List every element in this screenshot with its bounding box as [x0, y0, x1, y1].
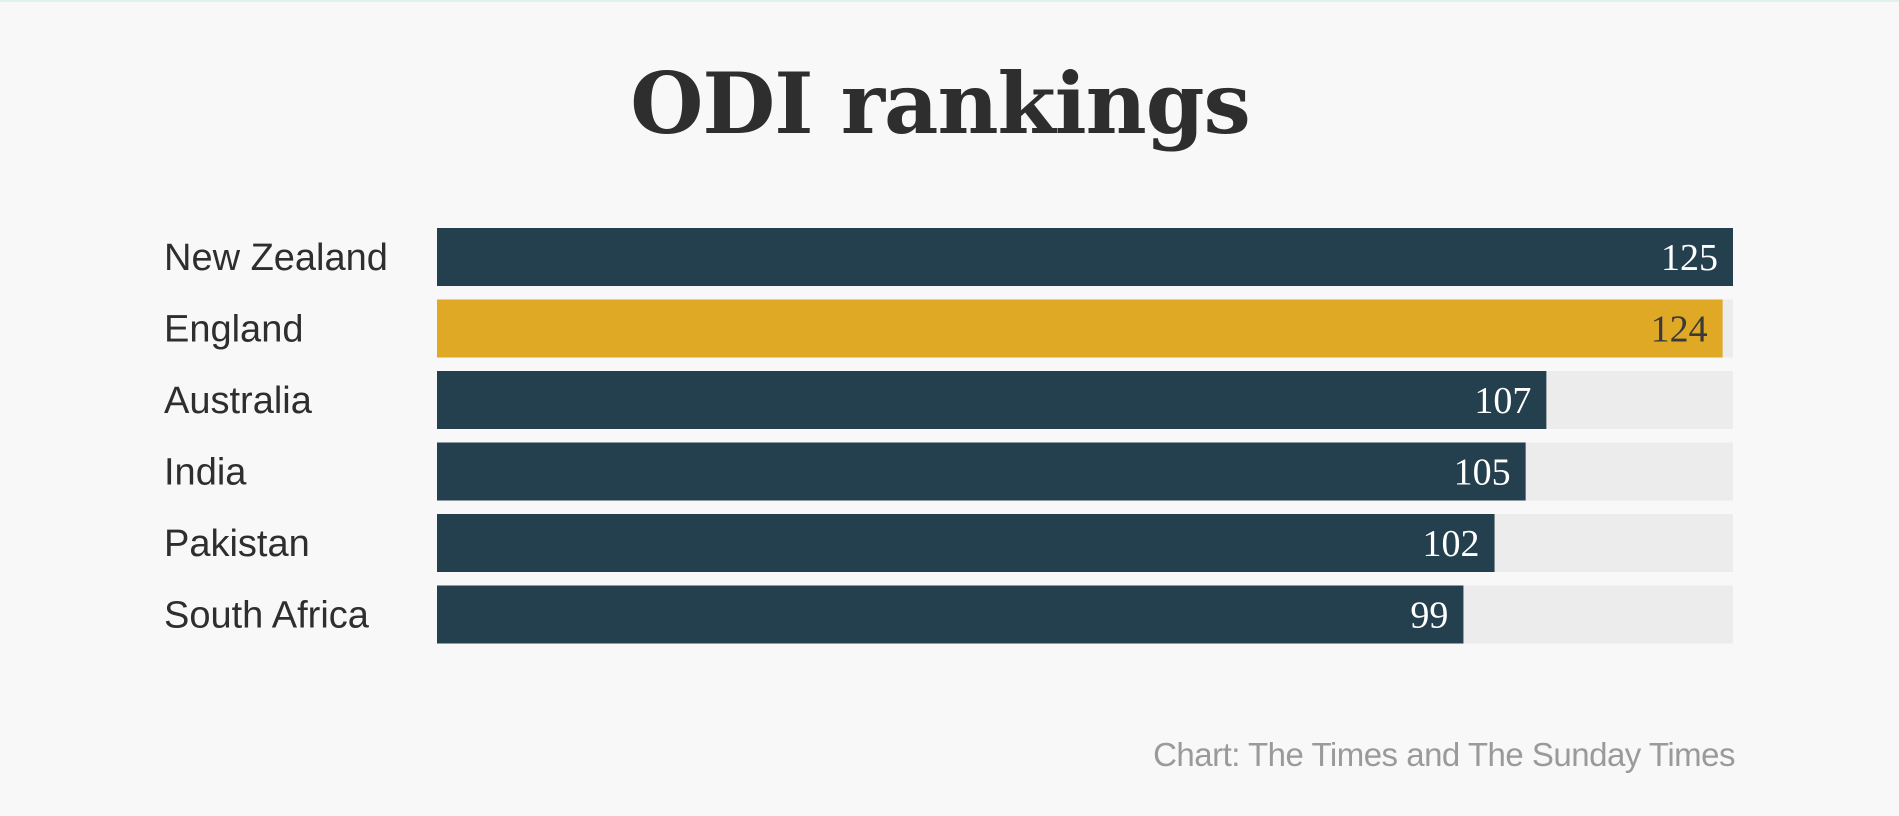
data-label: 124 — [1651, 309, 1708, 351]
top-accent-line — [0, 0, 1899, 2]
chart-title: ODI rankings — [630, 54, 1251, 153]
bar-pakistan — [437, 514, 1495, 572]
category-label: New Zealand — [164, 237, 388, 279]
category-label: India — [164, 452, 247, 494]
bar-australia — [437, 371, 1547, 429]
data-label: 102 — [1423, 523, 1480, 565]
data-label: 107 — [1474, 380, 1531, 422]
bar-india — [437, 442, 1526, 501]
bar-south-africa — [437, 585, 1464, 644]
category-label: Australia — [164, 380, 313, 422]
data-label: 125 — [1661, 237, 1718, 279]
bar-new-zealand — [437, 228, 1733, 286]
category-label: South Africa — [164, 595, 370, 637]
bar-england — [437, 299, 1723, 358]
data-label: 99 — [1410, 595, 1448, 637]
category-label: England — [164, 309, 303, 351]
category-label: Pakistan — [164, 523, 310, 565]
chart-source: Chart: The Times and The Sunday Times — [1153, 736, 1735, 773]
data-label: 105 — [1454, 452, 1511, 494]
